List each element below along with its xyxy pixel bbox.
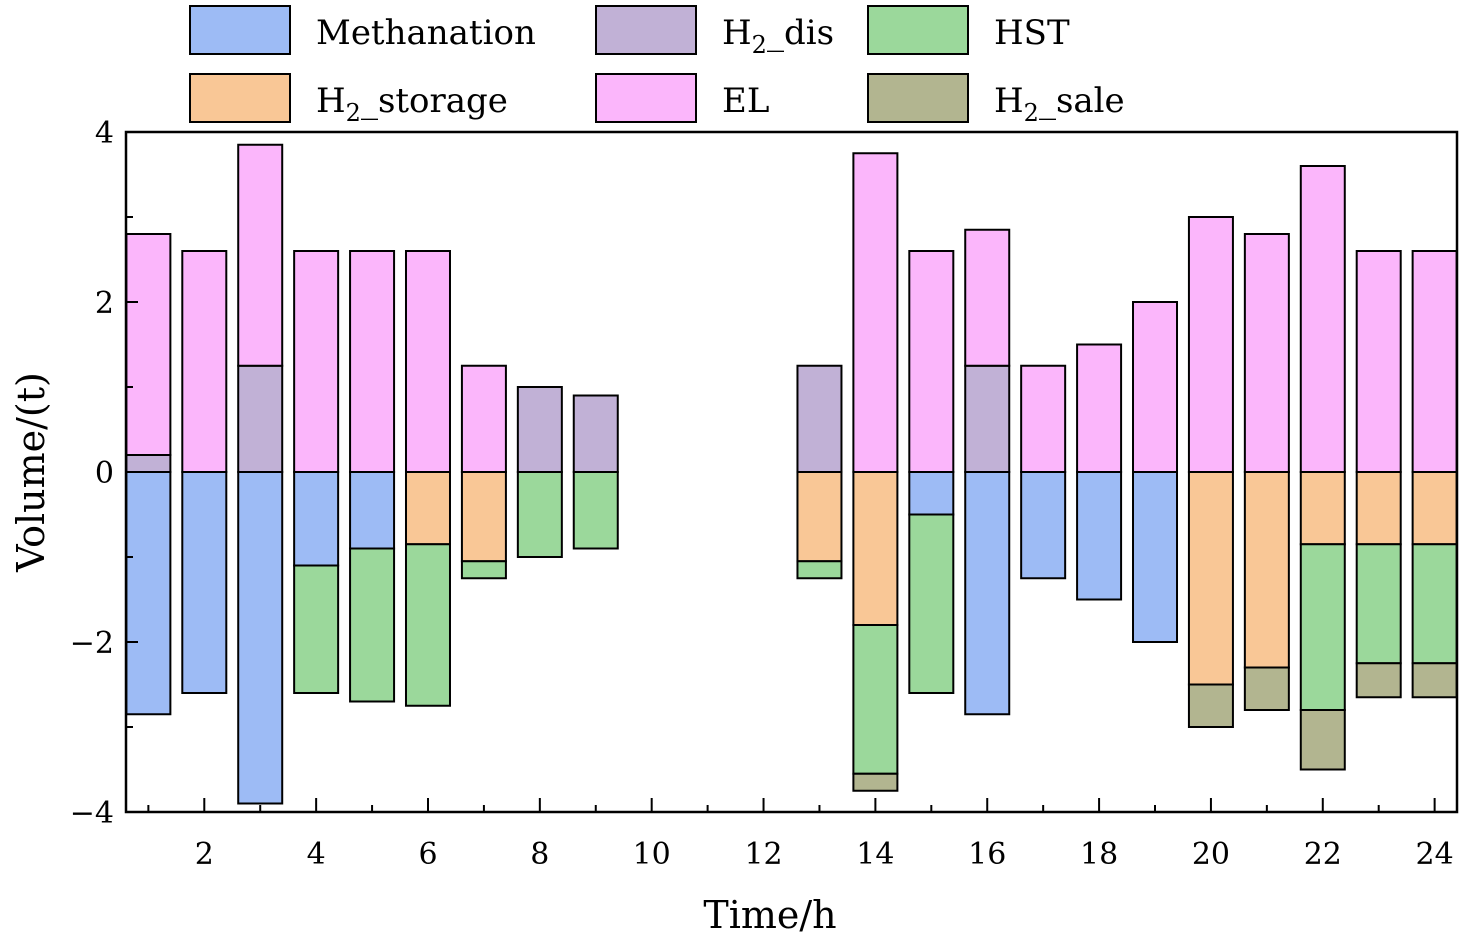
- bar-h2_dis-h9: [572, 394, 619, 473]
- y-axis-label: Volume/(t): [9, 372, 53, 573]
- x-tick-label: 24: [1416, 837, 1454, 872]
- x-tick-label: 14: [856, 837, 894, 872]
- bar-el-h5: [349, 250, 396, 473]
- bar-hst-h6: [404, 543, 451, 707]
- bar-h2_storage-h14: [852, 471, 899, 626]
- bar-h2_dis-h16: [964, 364, 1011, 473]
- y-tick-label: −2: [70, 626, 114, 661]
- bar-h2_storage-h13: [796, 471, 843, 563]
- bar-h2_storage-h22: [1299, 471, 1346, 546]
- x-tick-label: 22: [1304, 837, 1342, 872]
- x-tick-label: 20: [1192, 837, 1230, 872]
- bar-h2_storage-h7: [460, 471, 507, 563]
- bar-el-h19: [1132, 301, 1179, 473]
- legend-swatch-h2_storage: [189, 73, 291, 123]
- legend-label-hst: HST: [994, 13, 1070, 53]
- bar-methanation-h16: [964, 471, 1011, 716]
- legend-swatch-hst: [867, 5, 969, 55]
- y-tick-label: −4: [70, 796, 114, 831]
- bar-hst-h23: [1355, 543, 1402, 665]
- y-tick-label: 0: [95, 456, 114, 491]
- bar-el-h20: [1187, 216, 1234, 473]
- bar-methanation-h5: [349, 471, 396, 550]
- bar-h2_sale-h22: [1299, 709, 1346, 771]
- bar-methanation-h17: [1020, 471, 1067, 580]
- y-tick-label: 4: [95, 116, 114, 151]
- bar-h2_sale-h21: [1243, 666, 1290, 711]
- bar-methanation-h4: [293, 471, 340, 567]
- x-tick-label: 4: [307, 837, 326, 872]
- bar-el-h21: [1243, 233, 1290, 473]
- bar-h2_storage-h6: [404, 471, 451, 546]
- bar-el-h23: [1355, 250, 1402, 473]
- bar-hst-h5: [349, 547, 396, 703]
- x-axis-label: Time/h: [703, 893, 836, 937]
- legend-swatch-el: [595, 73, 697, 123]
- bar-hst-h8: [516, 471, 563, 558]
- bar-hst-h22: [1299, 543, 1346, 711]
- bar-el-h2: [181, 250, 228, 473]
- bar-h2_storage-h23: [1355, 471, 1402, 546]
- bar-el-h4: [293, 250, 340, 473]
- bar-h2_sale-h23: [1355, 662, 1402, 699]
- legend-label-h2_sale: H2_sale: [994, 81, 1125, 127]
- legend-label-h2_storage: H2_storage: [316, 81, 508, 127]
- bar-el-h22: [1299, 165, 1346, 473]
- legend-swatch-h2_dis: [595, 5, 697, 55]
- bar-hst-h15: [908, 513, 955, 694]
- bar-h2_storage-h20: [1187, 471, 1234, 686]
- bar-el-h14: [852, 152, 899, 473]
- bar-el-h16: [964, 228, 1011, 367]
- bar-el-h7: [460, 364, 507, 473]
- bar-hst-h14: [852, 624, 899, 775]
- bar-methanation-h2: [181, 471, 228, 694]
- bar-methanation-h1: [125, 471, 172, 716]
- bar-methanation-h3: [237, 471, 284, 805]
- y-tick-label: 2: [95, 286, 114, 321]
- x-tick-label: 6: [418, 837, 437, 872]
- bar-h2_dis-h3: [237, 364, 284, 473]
- x-tick-label: 12: [744, 837, 782, 872]
- bar-el-h6: [404, 250, 451, 473]
- bar-h2_sale-h20: [1187, 683, 1234, 728]
- bar-el-h17: [1020, 364, 1067, 473]
- bar-h2_sale-h14: [852, 772, 899, 792]
- x-tick-label: 2: [195, 837, 214, 872]
- bar-el-h24: [1411, 250, 1458, 473]
- bar-methanation-h18: [1076, 471, 1123, 601]
- x-tick-label: 8: [530, 837, 549, 872]
- bar-h2_storage-h24: [1411, 471, 1458, 546]
- x-tick-label: 10: [633, 837, 671, 872]
- x-tick-label: 18: [1080, 837, 1118, 872]
- bar-methanation-h19: [1132, 471, 1179, 643]
- x-tick-label: 16: [968, 837, 1006, 872]
- bar-methanation-h15: [908, 471, 955, 516]
- bar-el-h18: [1076, 343, 1123, 473]
- bar-hst-h4: [293, 564, 340, 694]
- legend-label-methanation: Methanation: [316, 13, 536, 53]
- bar-h2_dis-h1: [125, 454, 172, 473]
- legend-label-h2_dis: H2_dis: [722, 13, 834, 59]
- bar-hst-h13: [796, 560, 843, 580]
- bars-layer: [125, 143, 1458, 805]
- legend-label-el: EL: [722, 81, 769, 121]
- bar-el-h1: [125, 233, 172, 456]
- bar-el-h3: [237, 143, 284, 367]
- bar-h2_dis-h8: [516, 386, 563, 473]
- legend: Methanation H2_dis HST H2_storage EL H2_sale: [189, 5, 1125, 127]
- bar-hst-h7: [460, 560, 507, 580]
- legend-swatch-h2_sale: [867, 73, 969, 123]
- bar-h2_storage-h21: [1243, 471, 1290, 669]
- bar-h2_dis-h13: [796, 364, 843, 473]
- bar-h2_sale-h24: [1411, 662, 1458, 699]
- bar-hst-h24: [1411, 543, 1458, 665]
- legend-swatch-methanation: [189, 5, 291, 55]
- bar-el-h15: [908, 250, 955, 473]
- bar-hst-h9: [572, 471, 619, 550]
